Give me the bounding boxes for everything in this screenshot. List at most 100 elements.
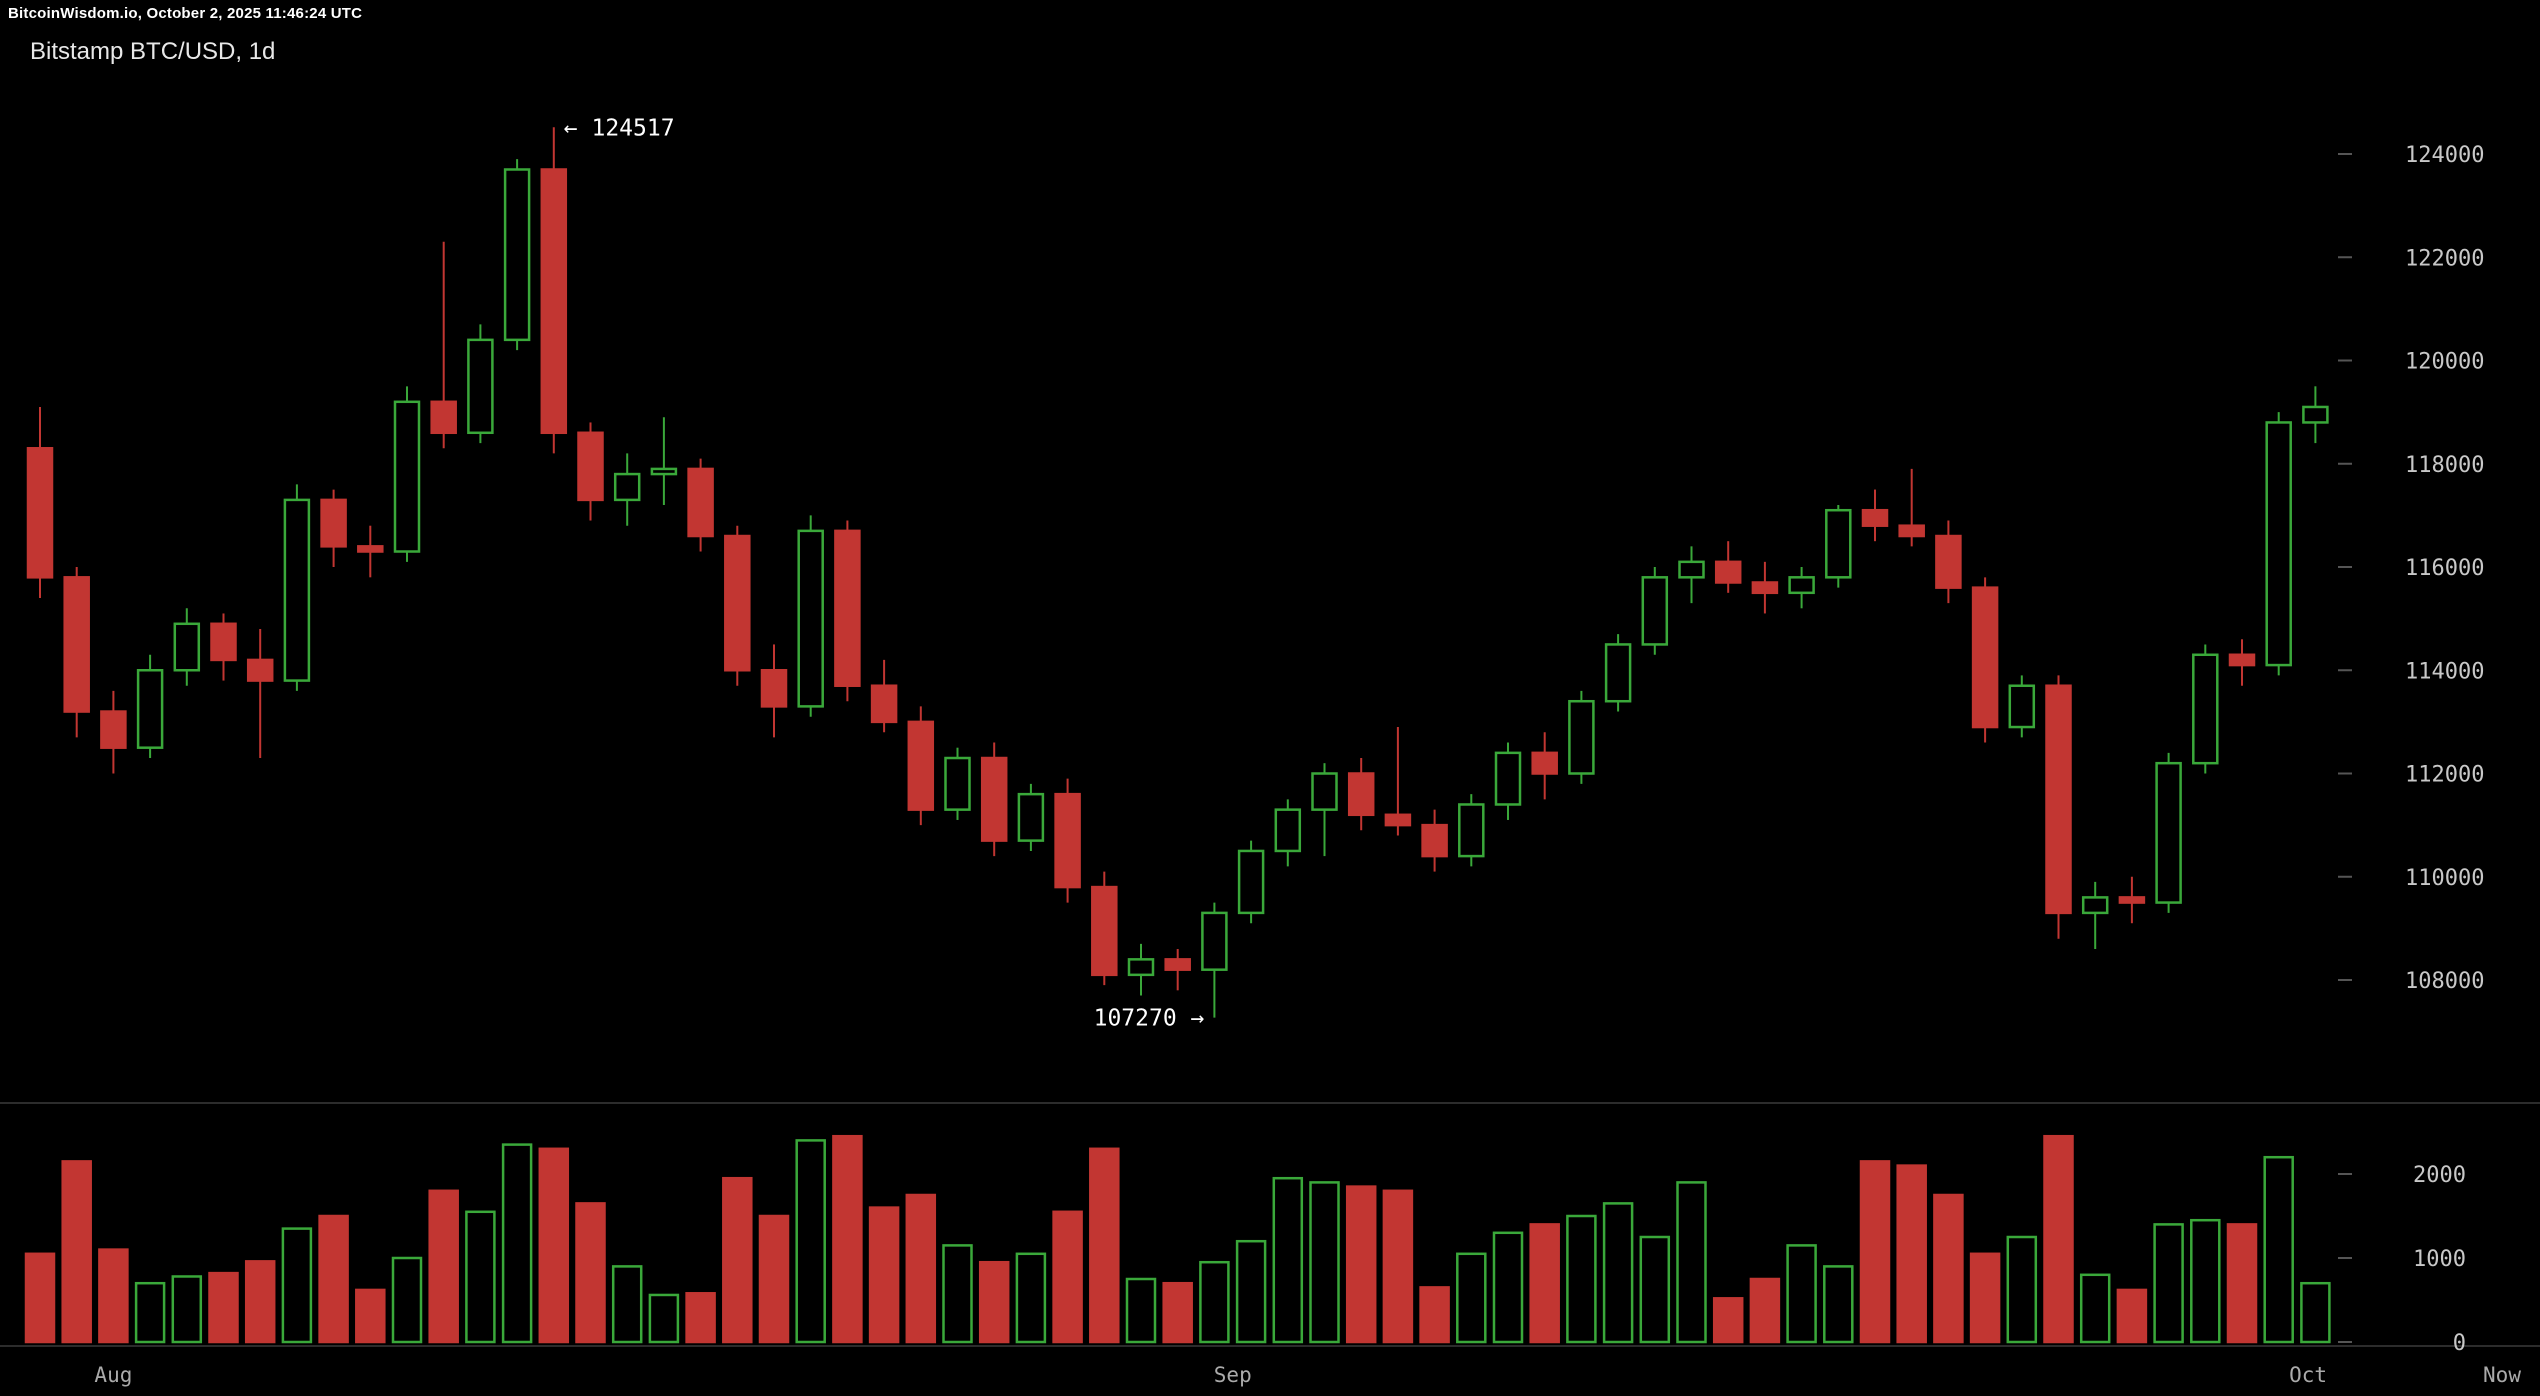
- candle-body: [283, 498, 311, 682]
- volume-bar: [1235, 1239, 1267, 1344]
- volume-bar: [1712, 1297, 1744, 1344]
- candle-body: [613, 472, 641, 502]
- volume-bar: [722, 1176, 753, 1344]
- candle-body: [2265, 421, 2292, 667]
- candle-body: [467, 338, 494, 435]
- volume-bar: [795, 1139, 826, 1344]
- candle-body: [1531, 751, 1558, 775]
- volume-bar: [171, 1275, 203, 1344]
- x-axis-label-sep: Sep: [1214, 1363, 1252, 1387]
- candle-body: [2228, 653, 2256, 667]
- candle-body: [320, 498, 347, 548]
- volume-bar: [1933, 1193, 1964, 1344]
- volume-bar: [832, 1134, 863, 1344]
- volume-bar: [758, 1214, 790, 1344]
- candle-body: [1678, 560, 1705, 579]
- volume-bar: [2263, 1155, 2294, 1344]
- candle-body: [1127, 958, 1155, 977]
- candle-body: [687, 467, 714, 538]
- candle-body: [2302, 405, 2329, 424]
- candle-body: [1237, 849, 1265, 915]
- volume-bar: [1345, 1185, 1377, 1344]
- candle-body: [210, 622, 237, 662]
- candle-body: [1421, 823, 1448, 858]
- candle-body: [1861, 508, 1889, 527]
- volume-bar: [538, 1147, 570, 1344]
- volume-bar: [2043, 1134, 2074, 1344]
- candle-body: [1274, 808, 1302, 853]
- volume-bar: [244, 1260, 276, 1344]
- candle-body: [907, 720, 935, 811]
- candle-body: [1604, 643, 1632, 703]
- price-axis-label: 120000: [2405, 350, 2484, 375]
- candle-body: [136, 669, 164, 749]
- candle-body: [2155, 761, 2182, 904]
- volume-bar: [905, 1193, 937, 1344]
- volume-bar: [1199, 1260, 1230, 1344]
- candle-body: [1458, 803, 1485, 858]
- volume-bar: [1419, 1286, 1450, 1344]
- candle-body: [1751, 581, 1779, 595]
- candle-body: [1017, 792, 1045, 842]
- volume-bar: [2190, 1218, 2221, 1344]
- volume-bar: [1823, 1265, 1854, 1344]
- candle-body: [1311, 772, 1338, 811]
- volume-bar: [355, 1288, 386, 1344]
- candle-body: [2045, 684, 2072, 915]
- volume-bar: [208, 1271, 239, 1344]
- candle-body: [1494, 751, 1522, 806]
- volume-bar: [1456, 1252, 1487, 1344]
- candle-body: [1788, 576, 1815, 595]
- candle-body: [944, 756, 971, 811]
- low-annotation: 107270 →: [1094, 1006, 1205, 1032]
- candle-body: [2192, 653, 2219, 765]
- candle-body: [26, 447, 54, 579]
- candle-body: [357, 545, 384, 553]
- volume-bar: [1089, 1147, 1120, 1344]
- candle-body: [1091, 885, 1118, 977]
- candle-body: [980, 756, 1008, 842]
- volume-bar: [2006, 1235, 2038, 1344]
- volume-bar: [2300, 1281, 2331, 1344]
- candle-body: [100, 710, 127, 749]
- candle-body: [173, 622, 201, 672]
- volume-axis-label: 2000: [2413, 1163, 2466, 1188]
- volume-bar: [1786, 1244, 1817, 1344]
- price-axis-label: 124000: [2405, 143, 2484, 168]
- volume-axis-label: 0: [2453, 1331, 2466, 1356]
- volume-bar: [2153, 1223, 2184, 1344]
- candle-body: [834, 529, 861, 687]
- volume-bar: [24, 1252, 56, 1344]
- volume-bar: [1676, 1181, 1707, 1344]
- candle-body: [63, 576, 90, 713]
- volume-bar: [1309, 1181, 1340, 1344]
- price-axis-label: 118000: [2405, 453, 2484, 478]
- volume-bar: [428, 1189, 459, 1344]
- volume-bar: [1859, 1160, 1891, 1344]
- candle-body: [1714, 560, 1742, 584]
- volume-bar: [1492, 1231, 1524, 1344]
- x-axis-label-oct: Oct: [2289, 1363, 2327, 1387]
- candle-body: [393, 400, 421, 553]
- volume-bar: [1125, 1277, 1157, 1344]
- volume-bar: [1052, 1210, 1083, 1344]
- candle-body: [246, 658, 274, 682]
- volume-bar: [685, 1292, 716, 1344]
- price-axis-label: 114000: [2405, 659, 2484, 684]
- volume-bar: [318, 1214, 349, 1344]
- price-axis-label: 112000: [2405, 763, 2484, 788]
- candle-body: [1935, 534, 1962, 589]
- candle-body: [1898, 524, 1925, 538]
- x-axis-label-aug: Aug: [94, 1363, 132, 1387]
- volume-bar: [501, 1143, 533, 1344]
- volume-bar: [648, 1293, 680, 1344]
- volume-bar: [2226, 1223, 2258, 1344]
- volume-bar: [575, 1202, 606, 1344]
- candle-body: [1347, 772, 1375, 817]
- volume-bar: [61, 1160, 92, 1344]
- volume-bar: [1529, 1223, 1560, 1344]
- volume-bar: [1272, 1176, 1304, 1344]
- candle-body: [503, 168, 531, 342]
